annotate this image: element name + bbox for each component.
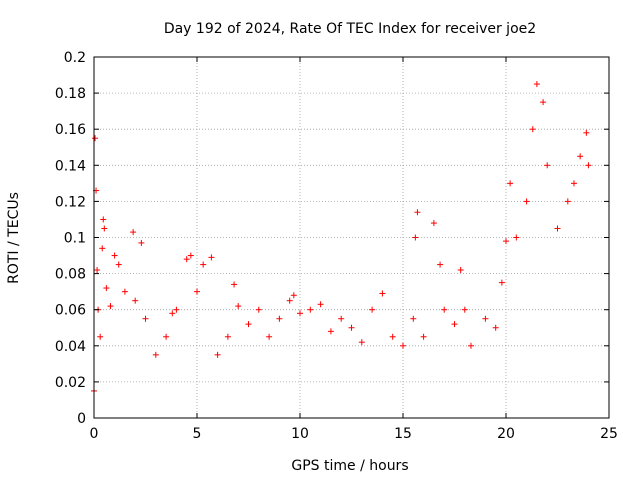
data-point bbox=[441, 306, 448, 313]
data-point bbox=[266, 333, 273, 340]
y-tick-label: 0.14 bbox=[55, 158, 86, 174]
data-point bbox=[317, 301, 324, 308]
data-point bbox=[348, 324, 355, 331]
data-point bbox=[103, 285, 110, 292]
data-point bbox=[437, 261, 444, 268]
data-point bbox=[100, 216, 107, 223]
data-point bbox=[400, 342, 406, 349]
data-point bbox=[97, 333, 104, 340]
points-layer bbox=[91, 81, 592, 394]
data-point bbox=[132, 297, 139, 304]
data-point bbox=[286, 297, 293, 304]
data-point bbox=[169, 310, 176, 317]
data-point bbox=[235, 303, 242, 310]
data-point bbox=[194, 288, 200, 295]
data-point bbox=[544, 162, 551, 169]
y-tick-label: 0.12 bbox=[55, 194, 86, 210]
y-tick-label: 0 bbox=[77, 411, 86, 427]
y-tick-label: 0.2 bbox=[64, 50, 86, 66]
data-point bbox=[99, 245, 106, 252]
y-tick-label: 0.08 bbox=[55, 267, 86, 283]
data-point bbox=[231, 281, 238, 288]
data-point bbox=[142, 315, 149, 322]
data-point bbox=[107, 303, 114, 310]
x-tick-label: 10 bbox=[291, 426, 309, 442]
data-point bbox=[130, 229, 137, 236]
data-point bbox=[94, 266, 101, 273]
x-axis-label: GPS time / hours bbox=[291, 458, 408, 474]
x-tick-label: 15 bbox=[394, 426, 412, 442]
y-axis-label: ROTI / TECUs bbox=[6, 192, 22, 284]
plot-frame bbox=[93, 56, 610, 419]
data-point bbox=[457, 266, 464, 273]
data-point bbox=[369, 306, 376, 313]
data-point bbox=[451, 321, 458, 328]
data-point bbox=[414, 209, 421, 216]
data-point bbox=[467, 342, 474, 349]
ticks-layer: 0 5 10 15 20 25 0 0.02 0.04 0.06 0.08 0.1 0.12 0.14 0.… bbox=[55, 50, 618, 442]
data-point bbox=[379, 290, 386, 297]
data-point bbox=[152, 351, 159, 358]
y-tick-label: 0.18 bbox=[55, 86, 86, 102]
x-tick-label: 25 bbox=[600, 426, 618, 442]
data-point bbox=[498, 279, 505, 286]
data-point bbox=[570, 180, 577, 187]
data-point bbox=[564, 198, 571, 205]
data-point bbox=[585, 162, 592, 169]
y-tick-label: 0.04 bbox=[55, 339, 86, 355]
data-point bbox=[214, 351, 221, 358]
data-point bbox=[163, 333, 170, 340]
x-tick-label: 0 bbox=[90, 426, 99, 442]
data-point bbox=[461, 306, 468, 313]
data-point bbox=[412, 234, 419, 241]
data-point bbox=[540, 99, 547, 106]
data-point bbox=[554, 225, 561, 232]
data-point bbox=[224, 333, 231, 340]
y-tick-label: 0.16 bbox=[55, 122, 86, 138]
data-point bbox=[121, 288, 128, 295]
data-point bbox=[173, 306, 180, 313]
data-point bbox=[529, 126, 536, 133]
data-point bbox=[577, 153, 584, 160]
data-point bbox=[92, 135, 99, 142]
data-point bbox=[115, 261, 122, 268]
y-tick-label: 0.02 bbox=[55, 375, 86, 391]
data-point bbox=[200, 261, 207, 268]
data-point bbox=[533, 81, 540, 88]
chart-title: Day 192 of 2024, Rate Of TEC Index for r… bbox=[164, 21, 536, 37]
data-point bbox=[523, 198, 530, 205]
data-point bbox=[482, 315, 489, 322]
data-point bbox=[245, 321, 252, 328]
data-point bbox=[255, 306, 262, 313]
data-point bbox=[327, 328, 334, 335]
x-tick-label: 5 bbox=[193, 426, 202, 442]
data-point bbox=[187, 252, 194, 259]
data-point bbox=[389, 333, 396, 340]
data-point bbox=[290, 292, 297, 299]
data-point bbox=[208, 254, 215, 261]
data-point bbox=[338, 315, 345, 322]
data-point bbox=[101, 225, 108, 232]
grid-layer bbox=[94, 57, 609, 418]
data-point bbox=[183, 256, 190, 263]
y-tick-label: 0.06 bbox=[55, 303, 86, 319]
x-tick-label: 20 bbox=[497, 426, 515, 442]
data-point bbox=[307, 306, 314, 313]
data-point bbox=[111, 252, 118, 259]
data-point bbox=[492, 324, 499, 331]
data-point bbox=[410, 315, 417, 322]
data-point bbox=[138, 239, 145, 246]
data-point bbox=[297, 310, 303, 317]
data-point bbox=[430, 220, 437, 227]
data-point bbox=[507, 180, 514, 187]
y-tick-label: 0.1 bbox=[64, 231, 86, 247]
data-point bbox=[503, 238, 509, 245]
data-point bbox=[583, 129, 590, 136]
data-point bbox=[420, 333, 427, 340]
data-point bbox=[276, 315, 283, 322]
data-point bbox=[358, 339, 365, 346]
data-point bbox=[513, 234, 520, 241]
